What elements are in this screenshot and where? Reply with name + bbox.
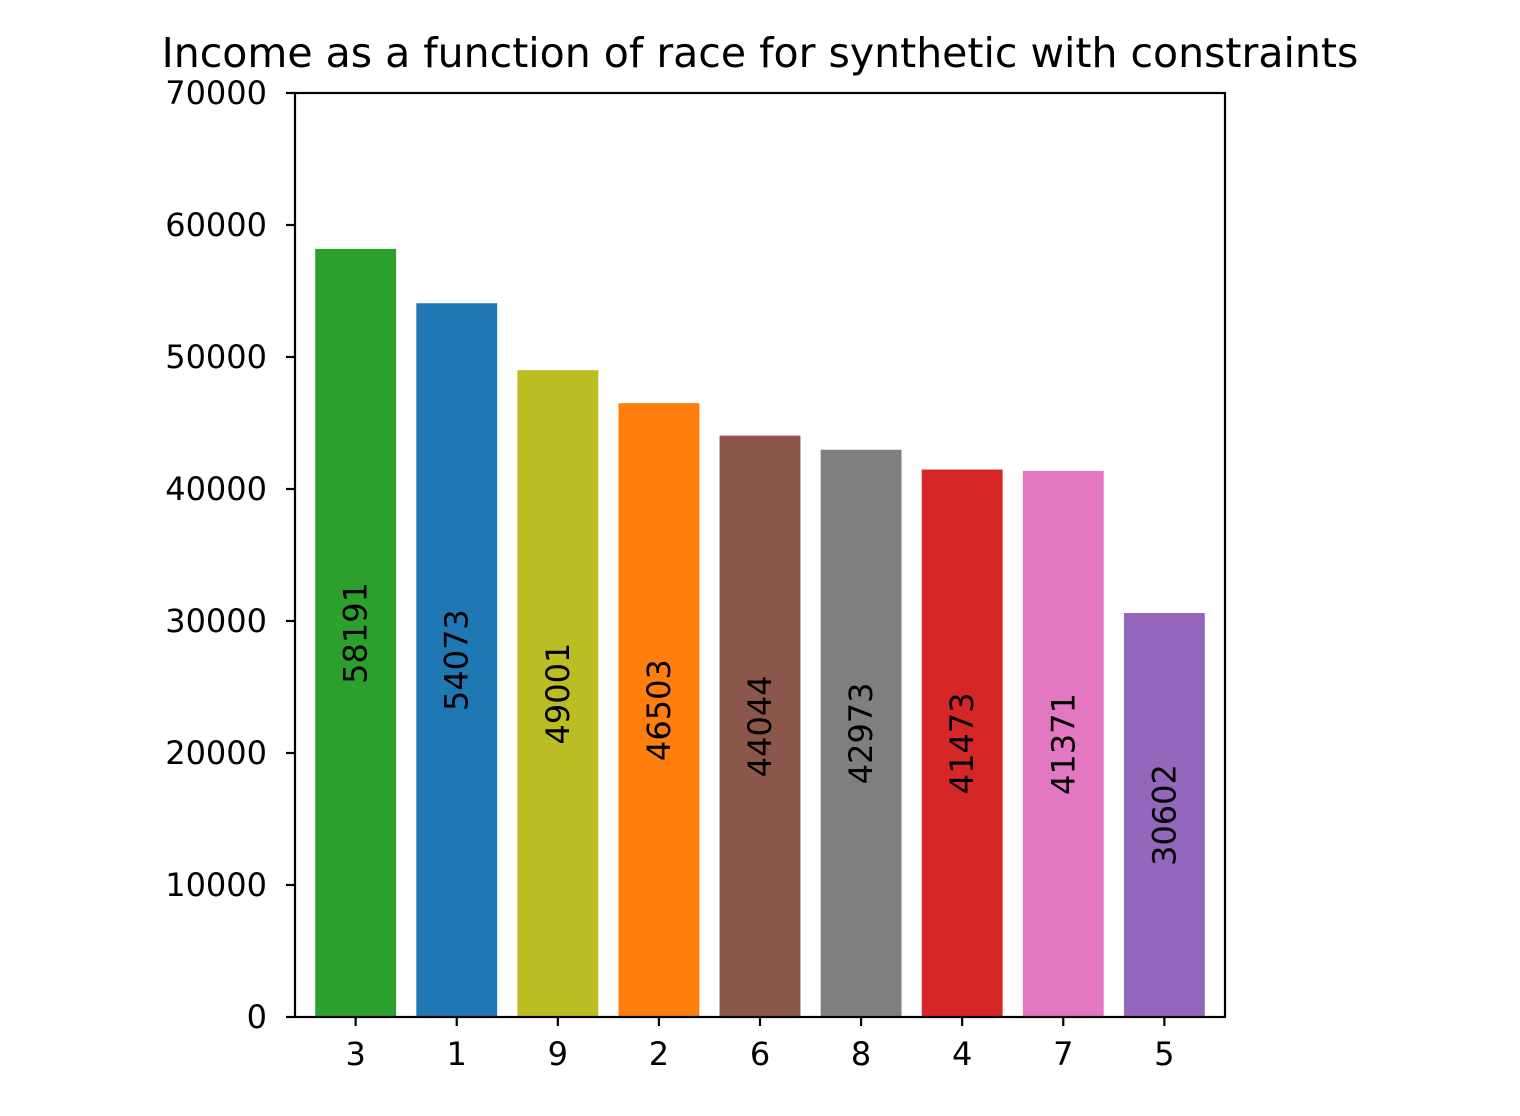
bars-group: [315, 248, 1205, 1018]
data-label-1: 54073: [438, 609, 476, 711]
x-tick-label: 3: [345, 1035, 365, 1073]
x-tick-label: 4: [952, 1035, 972, 1073]
y-tick-label: 60000: [165, 206, 267, 244]
bar-1: [416, 303, 498, 1017]
bar-3: [315, 248, 397, 1018]
data-label-7: 41371: [1044, 693, 1082, 795]
y-tick-label: 30000: [165, 602, 267, 640]
x-tick-label: 6: [750, 1035, 770, 1073]
x-tick-label: 1: [447, 1035, 467, 1073]
bar-8: [820, 449, 902, 1017]
bar-5: [1123, 613, 1205, 1017]
bar-4: [921, 469, 1003, 1017]
y-tick-label: 70000: [165, 74, 267, 112]
data-label-3: 58191: [337, 582, 375, 684]
x-tick-label: 2: [649, 1035, 669, 1073]
y-tick-label: 40000: [165, 470, 267, 508]
bar-9: [517, 370, 599, 1018]
data-label-2: 46503: [640, 659, 678, 761]
bar-7: [1022, 470, 1104, 1017]
bar-2: [618, 403, 700, 1017]
data-label-6: 44044: [741, 675, 779, 777]
y-tick-label: 0: [247, 998, 267, 1036]
data-labels-group: 58191 54073 49001 46503 44044 42973 41473 41371…: [337, 582, 1184, 866]
x-tick-label: 9: [548, 1035, 568, 1073]
data-label-4: 41473: [943, 692, 981, 794]
x-tick-label: 7: [1053, 1035, 1073, 1073]
y-tick-label: 50000: [165, 338, 267, 376]
data-label-8: 42973: [842, 682, 880, 784]
y-tick-label: 10000: [165, 866, 267, 904]
x-tick-label: 5: [1154, 1035, 1174, 1073]
bar-6: [719, 435, 801, 1017]
x-axis: 3 1 9 2 6 8 4 7 5: [345, 1017, 1175, 1073]
x-tick-label: 8: [851, 1035, 871, 1073]
data-label-9: 49001: [539, 643, 577, 745]
y-axis: 0 10000 20000 30000 40000 50000 60000 70000: [165, 74, 295, 1036]
chart-title: Income as a function of race for synthet…: [162, 29, 1359, 77]
y-tick-label: 20000: [165, 734, 267, 772]
data-label-5: 30602: [1145, 764, 1183, 866]
